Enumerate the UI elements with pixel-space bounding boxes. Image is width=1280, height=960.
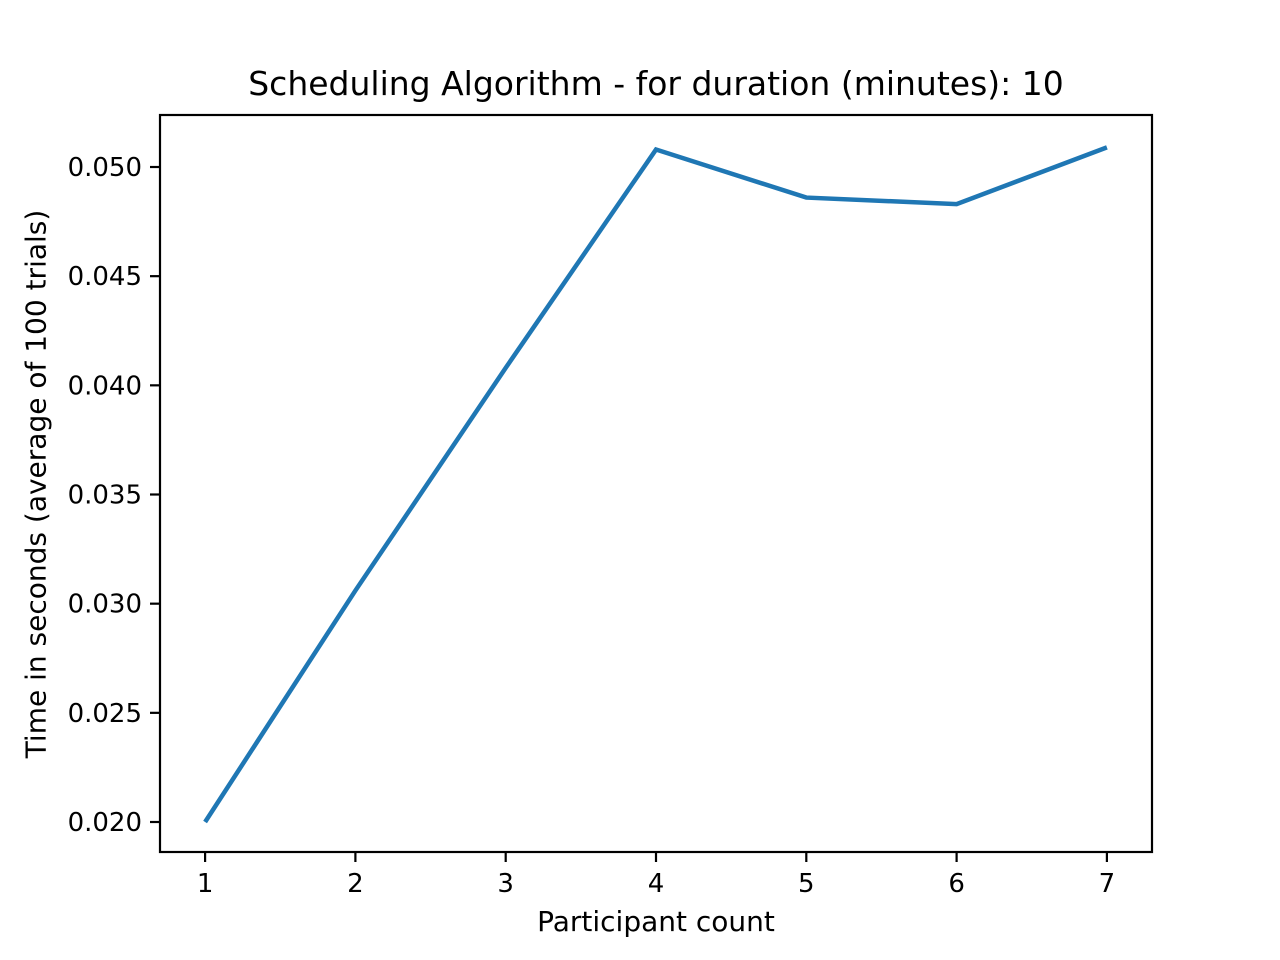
chart-title: Scheduling Algorithm - for duration (min… bbox=[248, 64, 1064, 103]
x-axis-label: Participant count bbox=[537, 905, 775, 938]
y-tick-label: 0.035 bbox=[68, 481, 142, 511]
x-tick-label: 5 bbox=[798, 869, 815, 899]
x-tick-label: 7 bbox=[1099, 869, 1116, 899]
y-tick-label: 0.045 bbox=[68, 262, 142, 292]
y-tick-label: 0.020 bbox=[68, 808, 142, 838]
x-tick-label: 4 bbox=[648, 869, 665, 899]
x-tick-label: 1 bbox=[197, 869, 214, 899]
axes-spines bbox=[158, 113, 1154, 854]
x-tick-label: 6 bbox=[948, 869, 965, 899]
data-line-series-time bbox=[203, 145, 1108, 824]
y-tick-label: 0.025 bbox=[68, 699, 142, 729]
y-tick-label: 0.040 bbox=[68, 371, 142, 401]
x-tick-label: 3 bbox=[497, 869, 514, 899]
x-tick-label: 2 bbox=[347, 869, 364, 899]
y-tick-label: 0.030 bbox=[68, 590, 142, 620]
y-tick-label: 0.050 bbox=[68, 153, 142, 183]
